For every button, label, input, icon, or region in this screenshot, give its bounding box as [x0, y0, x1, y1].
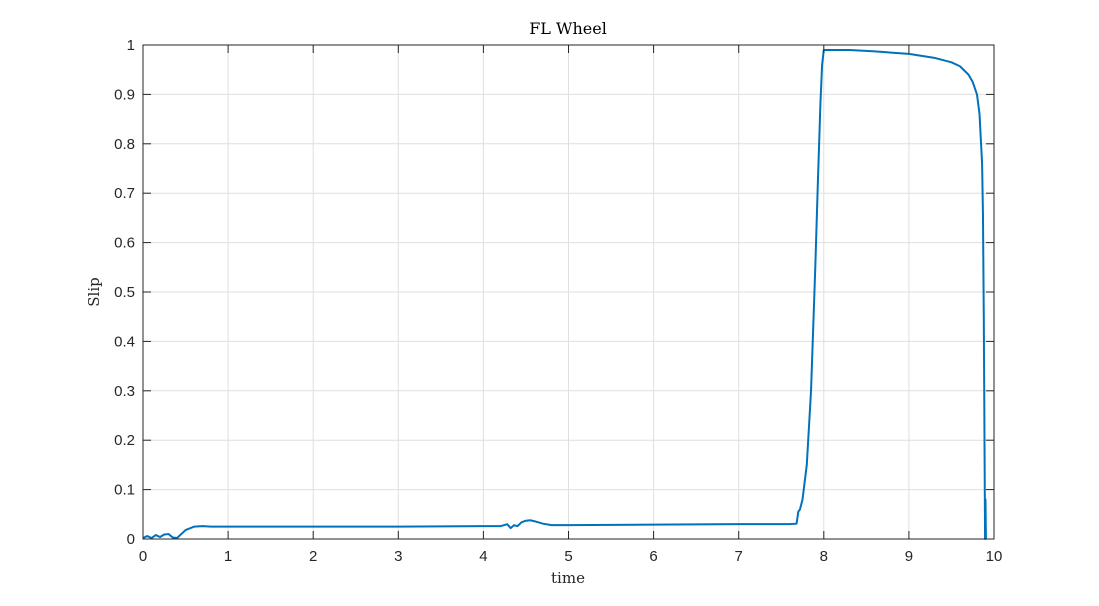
y-axis-label: Slip — [85, 277, 103, 306]
x-tick-label: 8 — [820, 548, 828, 565]
x-tick-label: 7 — [735, 548, 743, 565]
x-axis-label: time — [551, 569, 585, 587]
chart-title: FL Wheel — [529, 19, 607, 38]
y-tick-label: 0.8 — [114, 136, 135, 153]
y-tick-label: 1 — [127, 37, 135, 54]
x-tick-label: 2 — [309, 548, 317, 565]
y-tick-label: 0.1 — [114, 482, 135, 499]
series-group — [142, 48, 987, 540]
y-tick-label: 0 — [127, 531, 135, 548]
y-tick-label: 0.7 — [114, 185, 135, 202]
y-tick-label: 0.6 — [114, 235, 135, 252]
y-tick-label: 0.5 — [114, 284, 135, 301]
x-tick-label: 10 — [986, 548, 1003, 565]
x-tick-label: 1 — [224, 548, 232, 565]
y-tick-label: 0.4 — [114, 333, 135, 350]
series-line-0 — [142, 48, 987, 540]
x-tick-label: 5 — [564, 548, 572, 565]
y-tick-label: 0.3 — [114, 383, 135, 400]
axis-ticks: 0 1 2 3 4 5 6 7 8 9 10 0 0.1 0.2 0.3 0.4 0.5 0.6 0.7 0.8 0.9… — [114, 37, 1002, 565]
y-tick-label: 0.9 — [114, 86, 135, 103]
x-tick-label: 4 — [479, 548, 487, 565]
x-tick-label: 6 — [649, 548, 657, 565]
y-tick-label: 0.2 — [114, 432, 135, 449]
x-tick-label: 9 — [905, 548, 913, 565]
x-tick-label: 0 — [139, 548, 147, 565]
x-tick-label: 3 — [394, 548, 402, 565]
